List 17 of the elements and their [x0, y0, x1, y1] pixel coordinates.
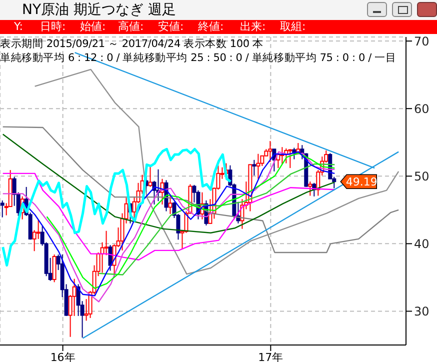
y-tick-label: 40 [414, 236, 430, 251]
y-tick-label: 50 [414, 169, 430, 184]
chart-title: NY原油 期近つなぎ 週足 [22, 1, 176, 19]
text: 取組: [280, 20, 306, 34]
x-tick-label: 17年 [258, 350, 284, 362]
text: 日時: [40, 20, 66, 34]
text: 終値: [198, 20, 224, 34]
annotation: 表示期間 2015/09/21 ～ 2017/04/24 表示本数 100 本 [0, 37, 264, 51]
text: 高値: [118, 20, 144, 34]
y-tick-label: 60 [414, 102, 430, 116]
x-tick-label: 16年 [50, 350, 76, 362]
text: 安値: [158, 20, 184, 34]
text: 出来: [240, 20, 266, 34]
text: Y: [14, 20, 23, 34]
y-tick-label: 70 [414, 34, 430, 48]
text: 始値: [80, 20, 106, 34]
y-tick-label: 30 [414, 304, 430, 318]
